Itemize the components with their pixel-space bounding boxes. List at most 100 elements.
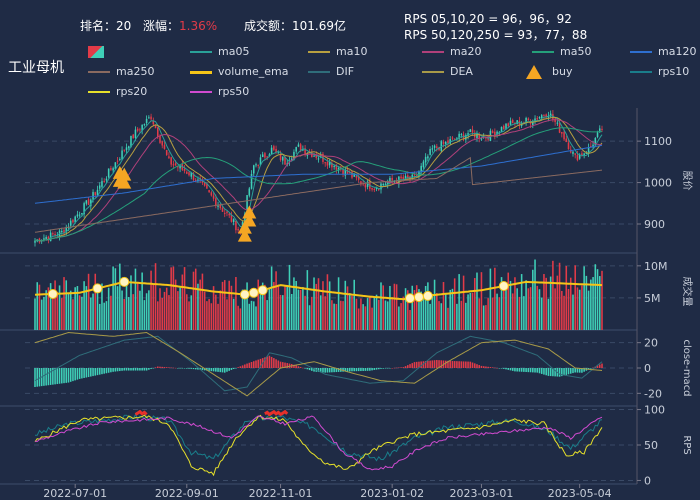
candle-body [284, 156, 286, 165]
candle-body [226, 211, 228, 214]
macd-bar [69, 368, 72, 382]
volume-bar [306, 270, 309, 330]
legend-label: buy [552, 65, 573, 78]
volume-bar [206, 301, 208, 330]
candle-body [384, 183, 387, 185]
candle-body [110, 168, 112, 170]
candle-body [277, 152, 280, 154]
candle-body [174, 163, 177, 166]
candle-body [194, 179, 197, 182]
volume-bar [43, 296, 45, 330]
volume-bar [346, 286, 349, 330]
candle-swatch-icon [88, 46, 104, 58]
legend-label: rps20 [116, 85, 148, 98]
volume-marker [248, 287, 259, 298]
macd-bar [61, 368, 63, 384]
volume-bar [239, 308, 242, 330]
macd-bar [471, 362, 474, 368]
macd-bar [505, 368, 507, 370]
volume-bar [516, 288, 518, 330]
macd-bar [333, 368, 335, 373]
macd-bar [63, 368, 65, 384]
volume-bar [141, 272, 143, 330]
macd-bar [313, 368, 315, 372]
candle-body [69, 220, 72, 226]
macd-bar [491, 367, 494, 368]
volume-bar [261, 282, 264, 330]
candle-body [74, 216, 76, 223]
volume-bar [371, 307, 373, 330]
legend-line-icon [422, 71, 444, 73]
volume-bar [574, 265, 576, 330]
candle-body [395, 180, 398, 184]
candle-body [598, 128, 601, 131]
volume-bar [317, 278, 320, 330]
volume-bar [456, 303, 458, 330]
volume-bar [351, 295, 353, 330]
volume-bar [353, 279, 355, 330]
macd-bar [348, 368, 351, 372]
header-rps-long: RPS 50,120,250 = 93，77，88 [404, 28, 588, 42]
candle-body [436, 146, 438, 148]
candle-body [324, 162, 326, 164]
volume-bar [125, 278, 128, 330]
volume-bar [509, 280, 512, 330]
candle-body [565, 138, 568, 143]
rps-highlight-line [134, 409, 148, 416]
macd-bar [65, 368, 68, 383]
candle-body [282, 157, 284, 161]
y-tick-label: 100 [644, 404, 665, 417]
volume-bar [275, 271, 277, 330]
volume-bar [384, 300, 387, 330]
macd-bar [581, 368, 583, 373]
macd-bar [319, 368, 322, 373]
candle-body [391, 177, 393, 181]
macd-bar [328, 368, 331, 373]
macd-bar [308, 368, 311, 371]
legend-line-icon [308, 71, 330, 73]
candle-body [266, 156, 268, 158]
candle-body [192, 173, 195, 180]
volume-bar [248, 303, 251, 330]
candle-body [458, 133, 460, 139]
macd-bar [500, 368, 503, 369]
volume-bar [540, 297, 543, 330]
volume-bar [299, 289, 302, 330]
macd-bar [337, 368, 340, 372]
macd-bar [596, 365, 599, 368]
macd-bar [496, 367, 498, 369]
candle-body [92, 192, 94, 200]
macd-bar [554, 368, 556, 377]
y-axis-label: RPS [681, 435, 692, 454]
volume-bar [112, 266, 114, 330]
candle-body [186, 171, 188, 174]
macd-bar [509, 368, 512, 371]
buy-signal-icon [242, 213, 257, 227]
macd-bar [201, 368, 204, 371]
volume-bar [438, 301, 440, 330]
legend-label: ma10 [336, 45, 368, 58]
macd-bar [420, 361, 422, 368]
volume-bar [197, 283, 199, 330]
volume-marker [92, 283, 103, 294]
candle-body [252, 165, 255, 174]
macd-bar [134, 368, 137, 371]
candle-body [348, 172, 351, 174]
candle-body [547, 115, 550, 118]
macd-bar [273, 358, 275, 368]
volume-bar [422, 296, 425, 330]
candle-body [503, 125, 505, 130]
volume-bar [215, 294, 217, 330]
y-tick-label: 5M [644, 292, 661, 305]
macd-bar [469, 361, 472, 368]
candle-body [442, 141, 445, 144]
volume-bar [121, 290, 123, 330]
macd-bar [295, 365, 297, 368]
volume-bar [467, 294, 469, 330]
volume-bar [119, 263, 121, 330]
volume-bar [159, 288, 161, 330]
macd-bar [145, 368, 148, 371]
macd-bar [150, 368, 152, 369]
macd-bar [389, 368, 391, 369]
